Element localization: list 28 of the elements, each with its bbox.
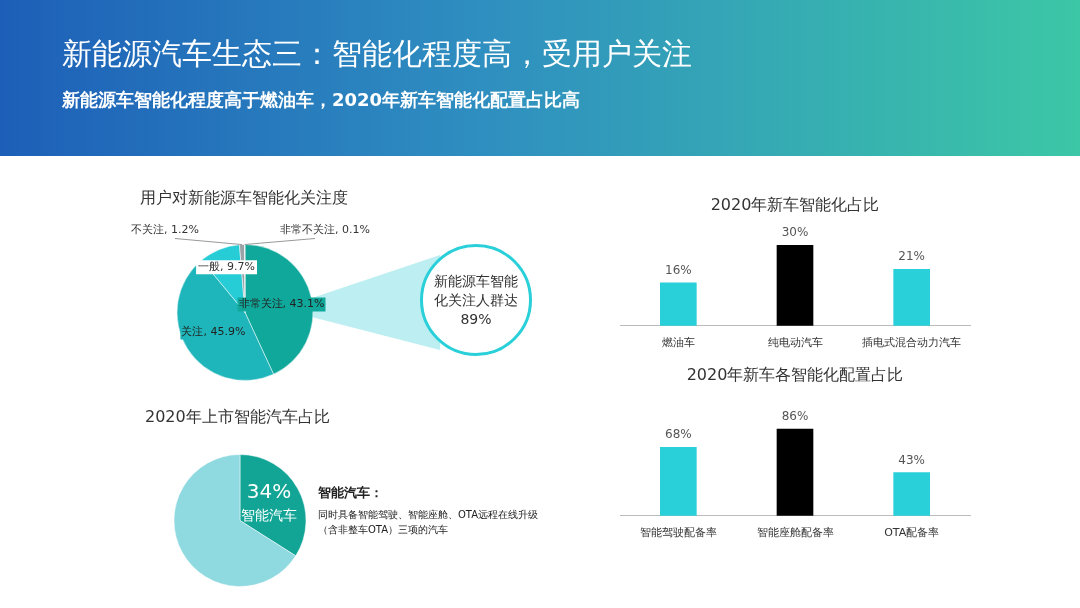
- slice-label: 智能汽车: [240, 507, 297, 524]
- data-label: 16%: [665, 262, 692, 277]
- slice-label: 关注, 45.9%: [181, 325, 246, 339]
- chart-title: 2020年上市智能汽车占比: [145, 407, 331, 428]
- chart-title: 2020年新车各智能化配置占比: [685, 365, 905, 386]
- slice-label: 一般, 9.7%: [198, 260, 256, 274]
- text: 同时具备智能驾驶、智能座舱、OTA远程在线升级（含非整车OTA）三项的汽车: [318, 508, 540, 537]
- slice-label: 非常关注, 43.1%: [238, 297, 325, 311]
- chart-title: 2020年新车智能化占比: [709, 195, 881, 216]
- x-tick-label: OTA配备率: [884, 526, 940, 540]
- text: 智能汽车：: [318, 484, 384, 502]
- data-label: 21%: [898, 249, 925, 264]
- data-label: 34%: [246, 478, 292, 503]
- x-tick-label: 插电式混合动力汽车: [862, 336, 962, 350]
- x-tick-label: 纯电动汽车: [767, 336, 823, 350]
- chart-title: 用户对新能源车智能化关注度: [140, 188, 349, 209]
- x-tick-label: 智能驾驶配备率: [639, 526, 717, 540]
- text: 新能源车智能化程度高于燃油车，2020年新车智能化配置占比高: [62, 88, 581, 112]
- data-label: 30%: [781, 225, 809, 240]
- data-label: 86%: [781, 409, 809, 424]
- slice-label: 非常不关注, 0.1%: [280, 223, 370, 237]
- text: 新能源汽车生态三：智能化程度高，受用户关注: [62, 35, 692, 73]
- x-tick-label: 智能座舱配备率: [756, 526, 834, 540]
- data-label: 68%: [665, 427, 692, 442]
- slice-label: 不关注, 1.2%: [131, 223, 199, 237]
- text: 新能源车智能化关注人群达89%: [433, 271, 519, 329]
- x-tick-label: 燃油车: [661, 336, 695, 350]
- data-label: 43%: [898, 452, 925, 467]
